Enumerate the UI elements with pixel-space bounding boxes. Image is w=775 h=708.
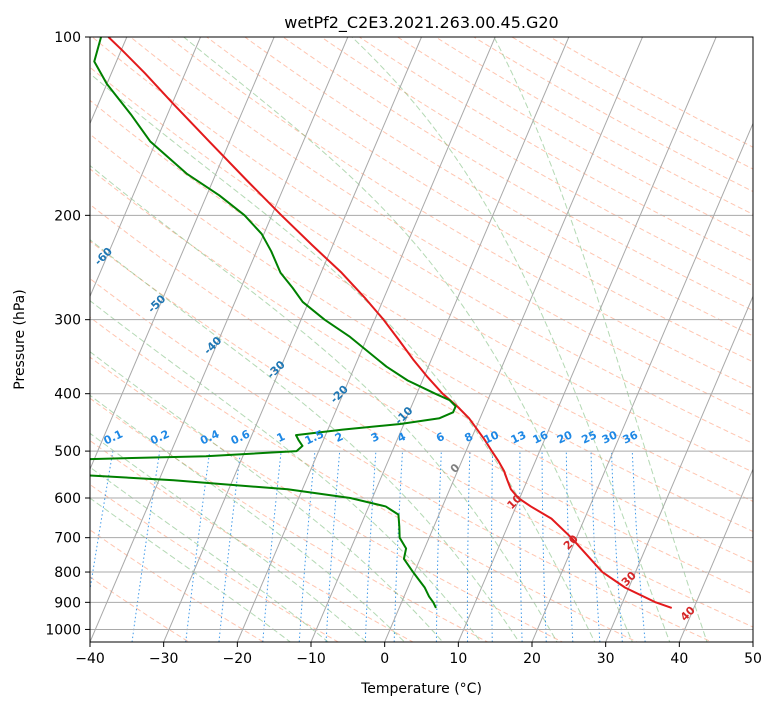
- x-axis: −40 −30 −20 −10 0 10 20 30 40 50: [75, 642, 762, 667]
- isotherm: [90, 37, 275, 471]
- temperature-line: [107, 37, 673, 609]
- moist-adiabat: [90, 164, 558, 642]
- y-tick-label: 800: [54, 565, 81, 581]
- dry-adiabat: [90, 168, 753, 563]
- chart-title: wetPf2_C2E3.2021.263.00.45.G20: [284, 13, 558, 33]
- mixing-ratio-line: [610, 451, 623, 642]
- dry-adiabat: [90, 529, 265, 642]
- mixing-ratio-label: 36: [621, 428, 641, 446]
- dry-adiabat: [90, 316, 639, 642]
- dry-adiabat: [129, 37, 753, 417]
- moist-adiabat: [90, 497, 292, 642]
- x-tick-label: −30: [149, 651, 179, 667]
- mixing-ratio-label: 10: [482, 428, 502, 446]
- x-tick-label: −40: [75, 651, 105, 667]
- isotherm: [90, 37, 201, 298]
- x-tick-label: 0: [380, 651, 389, 667]
- y-tick-label: 200: [54, 208, 81, 224]
- y-tick-label: 400: [54, 387, 81, 403]
- moist-adiabat: [90, 351, 444, 642]
- moist-adiabat: [90, 239, 520, 642]
- y-tick-label: 700: [54, 531, 81, 547]
- y-axis-title: Pressure (hPa): [12, 289, 28, 389]
- x-tick-label: 30: [597, 651, 615, 667]
- y-tick-label: 600: [54, 491, 81, 507]
- y-tick-label: 900: [54, 595, 81, 611]
- profile-lines: [90, 37, 673, 609]
- moist-adiabat: [90, 466, 329, 642]
- moist-adiabats: [90, 37, 708, 642]
- mixing-ratio-line: [364, 451, 377, 642]
- mixing-ratio-line: [466, 451, 471, 642]
- x-tick-label: 10: [449, 651, 467, 667]
- dry-adiabat: [91, 37, 753, 445]
- x-tick-label: −20: [223, 651, 253, 667]
- dry-adiabat: [511, 37, 753, 170]
- mixing-ratio-label: 13: [509, 428, 528, 446]
- moist-adiabat: [90, 72, 596, 642]
- y-tick-label: 100: [54, 30, 81, 46]
- isotherm: [384, 37, 643, 642]
- dry-adiabat: [90, 203, 753, 595]
- isotherm: [605, 295, 753, 642]
- isotherm: [90, 37, 349, 642]
- dry-adiabat: [205, 37, 753, 363]
- mixing-ratio-line: [435, 451, 442, 642]
- dry-adiabat: [472, 37, 753, 193]
- x-tick-label: −10: [296, 651, 326, 667]
- dry-adiabat: [90, 278, 713, 642]
- moist-adiabat: [182, 37, 633, 642]
- mixing-ratio-label: 16: [531, 428, 551, 446]
- x-tick-label: 50: [744, 651, 762, 667]
- moist-adiabat: [351, 37, 671, 642]
- dewpoint-line: [90, 37, 457, 609]
- dry-adiabat: [167, 37, 753, 389]
- y-tick-label: 300: [54, 313, 81, 329]
- moist-adiabat: [90, 300, 482, 642]
- moist-adiabat: [90, 394, 406, 642]
- mixing-ratio-line: [491, 451, 494, 642]
- dry-adiabats: [90, 37, 753, 642]
- mixing-ratio-label: 20: [555, 428, 575, 446]
- x-axis-title: Temperature (°C): [360, 681, 482, 697]
- y-tick-label: 1000: [45, 622, 81, 638]
- isotherm: [310, 37, 570, 642]
- mixing-ratio-label: 30: [600, 428, 620, 446]
- moist-adiabat: [493, 37, 708, 642]
- x-tick-label: 20: [523, 651, 541, 667]
- mixing-ratio-line: [519, 451, 523, 642]
- dry-adiabat: [434, 37, 753, 215]
- dry-adiabat: [90, 240, 753, 628]
- isotherm: [457, 37, 717, 642]
- y-axis: 100 200 300 400 500 600 700 800 900 1000: [45, 30, 90, 638]
- dry-adiabat: [549, 37, 753, 148]
- mixing-ratio-line: [541, 451, 547, 642]
- isotherm: [678, 467, 753, 642]
- x-tick-label: 40: [670, 651, 688, 667]
- moist-adiabat: [90, 432, 368, 642]
- dry-adiabat: [358, 37, 753, 262]
- mixing-ratio-line: [590, 451, 601, 642]
- skewed-isotherms: [90, 37, 753, 642]
- mixing-ratio-label: 25: [580, 428, 599, 446]
- plot-frame: [89, 36, 754, 643]
- isotherm: [163, 37, 422, 642]
- mixing-ratio-line: [565, 451, 574, 642]
- y-tick-label: 500: [54, 444, 81, 460]
- dry-adiabat: [396, 37, 753, 239]
- mixing-ratio-lines: [90, 451, 646, 642]
- dry-adiabat: [90, 99, 753, 502]
- mixing-ratio-line: [325, 451, 341, 642]
- pressure-gridlines: [90, 37, 753, 630]
- mixing-ratio-line: [393, 451, 403, 642]
- isotherm: [236, 37, 496, 642]
